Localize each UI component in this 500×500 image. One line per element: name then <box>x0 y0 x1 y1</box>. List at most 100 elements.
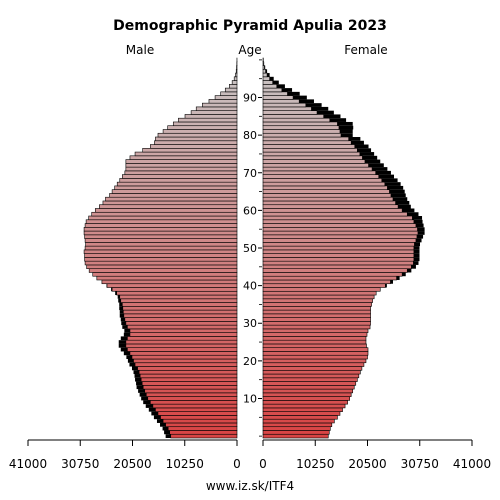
age-tick-label: 70 <box>243 167 257 180</box>
source-label: www.iz.sk/ITF4 <box>206 479 294 493</box>
male-bar <box>83 249 238 254</box>
male-x-tick-label: 41000 <box>9 457 47 471</box>
male-bar <box>235 68 238 74</box>
age-tick-label: 60 <box>243 204 257 217</box>
female-bar <box>262 185 388 190</box>
female-bar <box>262 306 371 311</box>
female-bar <box>262 302 372 307</box>
male-bar <box>150 400 238 405</box>
male-bar <box>122 302 238 307</box>
female-bar <box>262 151 361 157</box>
male-x-tick-label: 30750 <box>61 457 99 471</box>
female-bar <box>262 230 419 236</box>
male-bar <box>144 388 238 394</box>
female-bar <box>262 260 414 266</box>
female-bar <box>262 362 365 367</box>
male-bar <box>220 91 238 96</box>
female-bar <box>262 91 288 96</box>
male-bar <box>111 189 238 194</box>
female-bars <box>262 57 425 439</box>
female-x-tick-label: 0 <box>259 457 267 471</box>
male-bar <box>125 343 238 349</box>
female-bar <box>262 407 343 412</box>
male-bar <box>105 196 238 202</box>
male-label: Male <box>126 43 154 57</box>
female-bar <box>262 140 352 145</box>
male-bar <box>106 283 238 288</box>
male-bar <box>92 272 238 277</box>
male-bar <box>88 215 238 221</box>
female-bar <box>262 268 408 273</box>
female-bar <box>262 95 294 100</box>
male-bar <box>83 230 238 236</box>
male-bar <box>129 351 238 356</box>
male-bar <box>91 211 238 217</box>
female-bar <box>262 223 417 228</box>
female-bar <box>262 234 418 239</box>
male-x-tick-label: 20500 <box>113 457 151 471</box>
female-bar <box>262 219 415 224</box>
female-bar <box>262 87 283 93</box>
female-bar <box>262 328 369 333</box>
male-bar <box>202 102 238 108</box>
female-bar <box>262 317 371 322</box>
female-bar <box>262 321 371 326</box>
male-bar <box>155 407 238 412</box>
age-tick-label: 50 <box>243 242 257 255</box>
age-tick-label: 90 <box>243 92 257 105</box>
male-bar <box>167 426 238 431</box>
female-bar <box>262 72 268 78</box>
female-bar <box>262 294 375 300</box>
male-bar <box>140 377 238 382</box>
male-bar <box>84 245 238 251</box>
male-bar <box>94 208 238 213</box>
male-bar <box>178 117 238 123</box>
female-bar <box>262 264 412 269</box>
female-bar <box>262 174 380 179</box>
female-bar <box>262 403 346 409</box>
male-bar <box>122 306 238 311</box>
female-bar <box>262 147 358 153</box>
female-bar <box>262 343 367 349</box>
male-bar <box>142 385 238 390</box>
age-label: Age <box>238 43 261 57</box>
female-bar <box>262 309 371 315</box>
male-bar <box>84 260 238 266</box>
male-bar <box>129 328 238 333</box>
male-bar <box>231 80 238 85</box>
male-bar <box>152 403 238 409</box>
female-bar <box>262 181 386 187</box>
male-bar <box>157 132 238 138</box>
male-bar <box>208 99 238 104</box>
male-bar <box>235 72 238 78</box>
male-bar <box>114 185 238 190</box>
male-bar <box>86 264 238 269</box>
female-bar <box>262 347 369 352</box>
male-bar <box>102 200 238 206</box>
female-bar <box>262 106 312 111</box>
age-tick-label: 30 <box>243 317 257 330</box>
male-bar <box>134 151 238 157</box>
female-bar <box>262 178 383 183</box>
male-bar <box>195 106 238 111</box>
male-bar <box>125 321 238 326</box>
female-bar <box>262 99 300 104</box>
female-bar <box>262 283 386 288</box>
male-bar <box>101 279 238 285</box>
female-bar <box>262 313 371 318</box>
female-bar <box>262 129 341 134</box>
female-bar <box>262 358 367 364</box>
female-bar <box>262 114 324 119</box>
male-x-tick-label: 10250 <box>166 457 204 471</box>
female-bar <box>262 430 330 435</box>
male-bar <box>233 76 238 81</box>
female-bar <box>262 204 399 209</box>
male-bar <box>125 159 238 164</box>
female-bar <box>262 422 333 428</box>
male-bar <box>190 110 238 115</box>
female-bar <box>262 245 415 251</box>
female-bar <box>262 377 358 382</box>
female-bar <box>262 290 377 296</box>
age-tick-label: 80 <box>243 129 257 142</box>
male-bar <box>84 253 238 258</box>
